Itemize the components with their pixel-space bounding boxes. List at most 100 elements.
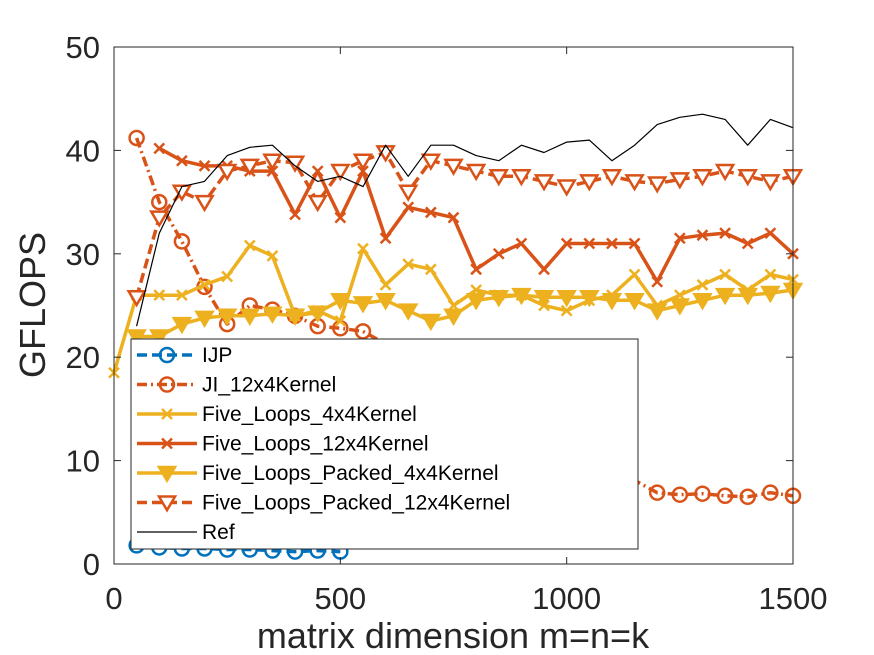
y-tick-label-1: 10 [66, 444, 100, 479]
series-2-point-5 [221, 270, 234, 283]
series-3-point-21 [628, 237, 641, 250]
series-5-point-1 [149, 210, 170, 228]
series-4-point-20 [579, 289, 600, 308]
tick-layer: 0 500 1000 1500 0 10 20 30 40 50 [66, 30, 828, 616]
x-tick-label-0: 0 [105, 581, 122, 616]
legend-label-2: Five_Loops_4x4Kernel [202, 403, 417, 426]
series-5-point-2 [171, 184, 193, 202]
series-5-point-14 [443, 158, 464, 177]
series-2-point-6 [243, 239, 256, 252]
series-3-point-16 [515, 237, 528, 250]
series-4-point-16 [488, 289, 510, 308]
series-5-point-12 [397, 184, 419, 202]
series-4-point-15 [465, 293, 487, 311]
series-5-point-10 [352, 153, 374, 171]
series-4-point-7 [284, 308, 306, 326]
series-4-point-3 [194, 310, 215, 329]
series-1-point-16 [762, 484, 779, 501]
legend-marker-4 [156, 465, 178, 484]
series-2-point-12 [379, 278, 392, 291]
series-2-point-10 [334, 315, 347, 327]
series-4-point-14 [443, 308, 464, 326]
series-1-point-0 [128, 129, 145, 147]
series-5-point-9 [330, 163, 351, 182]
series-2-point-20 [560, 304, 573, 317]
series-3-point-24 [696, 229, 709, 242]
series-5-point-24 [669, 172, 691, 190]
series-3-point-27 [764, 227, 777, 240]
series-5 [126, 145, 804, 308]
legend-label-6: Ref [202, 521, 235, 544]
series-4-point-25 [692, 293, 713, 311]
series-3-point-13 [447, 211, 460, 224]
series-4-point-4 [216, 308, 238, 326]
y-tick-label-4: 40 [66, 133, 100, 168]
legend-marker-1 [158, 376, 176, 393]
legend: IJP JI_12x4Kernel Five_Loops_4x4Kernel Five… [130, 338, 639, 550]
legend-box [130, 338, 639, 550]
series-1-point-14 [716, 487, 734, 505]
series-3-point-22 [651, 275, 664, 288]
series-5-point-25 [692, 168, 713, 187]
series-3-point-11 [402, 201, 415, 214]
legend-marker-3 [161, 437, 173, 450]
series-1-point-10 [354, 323, 372, 340]
series-2-point-3 [176, 289, 188, 302]
series-4-point-6 [262, 306, 283, 324]
y-axis-title: GFLOPS [12, 232, 53, 378]
series-3-point-19 [583, 237, 596, 250]
series-4-point-9 [330, 293, 351, 311]
series-4-point-22 [624, 293, 645, 311]
plot-frame [113, 46, 794, 565]
series-4-point-8 [307, 305, 328, 323]
series-5-point-28 [760, 174, 781, 192]
series-1-point-1 [151, 193, 168, 211]
series-4-point-0 [126, 329, 147, 347]
series-3-point-8 [334, 211, 347, 224]
series-4-point-18 [533, 289, 555, 308]
series-5-point-23 [646, 176, 668, 194]
series-1-point-13 [694, 485, 711, 502]
series-5-point-6 [262, 153, 283, 171]
y-tick-label-2: 20 [66, 340, 100, 375]
series-3-point-2 [198, 160, 211, 172]
series-2-point-7 [266, 249, 279, 262]
series-3-point-14 [470, 263, 483, 276]
series-4-point-28 [760, 285, 781, 304]
series-4-point-5 [239, 308, 261, 326]
series-5-point-3 [194, 194, 215, 213]
series-4-point-13 [420, 313, 442, 332]
series-3-point-18 [560, 237, 573, 250]
series-2-point-23 [628, 268, 641, 281]
series-4-point-2 [171, 316, 193, 335]
series-5-point-5 [239, 158, 261, 177]
series-4-point-1 [149, 329, 170, 347]
series-3-point-5 [266, 165, 279, 177]
x-tick-label-1: 500 [314, 581, 366, 616]
series-5-point-19 [556, 179, 577, 197]
series-4-point-12 [397, 303, 419, 321]
y-tick-label-5: 50 [66, 30, 100, 65]
series-5-point-4 [216, 163, 238, 182]
series-5-point-20 [579, 174, 600, 192]
x-tick-label-2: 1000 [532, 581, 601, 616]
legend-label-1: JI_12x4Kernel [202, 374, 336, 397]
series-2-point-13 [402, 258, 415, 271]
series-2-point-4 [198, 278, 211, 291]
series-4-point-21 [601, 293, 623, 311]
legend-label-0: IJP [202, 344, 232, 367]
series-3-point-6 [289, 208, 301, 221]
series-5-point-18 [533, 174, 555, 192]
legend-label-4: Five_Loops_Packed_4x4Kernel [202, 462, 499, 485]
series-3 [153, 142, 799, 288]
series-3-point-7 [311, 165, 324, 177]
series-4-point-24 [669, 298, 691, 316]
series-3-point-0 [153, 142, 166, 155]
series-layer [108, 113, 804, 560]
series-1-point-2 [173, 233, 191, 250]
legend-label-5: Five_Loops_Packed_12x4Kernel [202, 492, 510, 515]
series-2-point-26 [696, 278, 709, 291]
series-3-point-10 [379, 232, 392, 245]
series-5-point-27 [737, 168, 758, 187]
